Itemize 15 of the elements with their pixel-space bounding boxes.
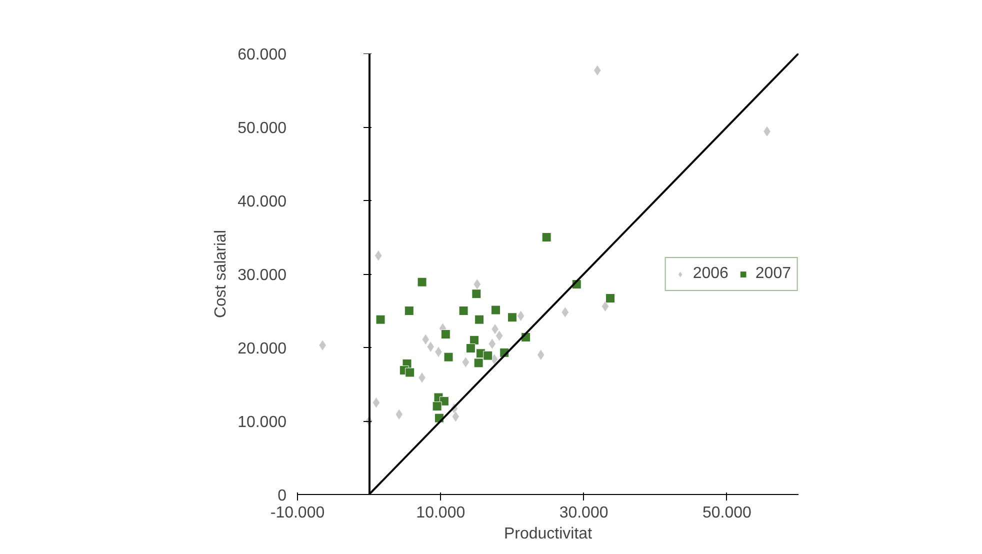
x-axis-title: Productivitat xyxy=(504,526,593,542)
legend-label: 2006 xyxy=(692,264,728,282)
x-tick-label: 50.000 xyxy=(702,504,752,522)
y-tick-label: 10.000 xyxy=(238,414,287,431)
y-tick-label: 60.000 xyxy=(238,46,287,64)
y-tick-label: 30.000 xyxy=(238,267,287,284)
x-tick-label: -10.000 xyxy=(270,504,325,522)
y-axis-title: Cost salarial xyxy=(212,230,230,318)
legend-label: 2007 xyxy=(755,264,791,282)
x-tick-label: 30.000 xyxy=(559,504,608,522)
x-tick-label: 10.000 xyxy=(416,504,466,522)
y-tick-label: 50.000 xyxy=(238,120,287,137)
y-tick-label: 40.000 xyxy=(238,194,287,210)
y-tick-label: 20.000 xyxy=(238,340,287,358)
y-tick-label: 0 xyxy=(278,488,287,504)
